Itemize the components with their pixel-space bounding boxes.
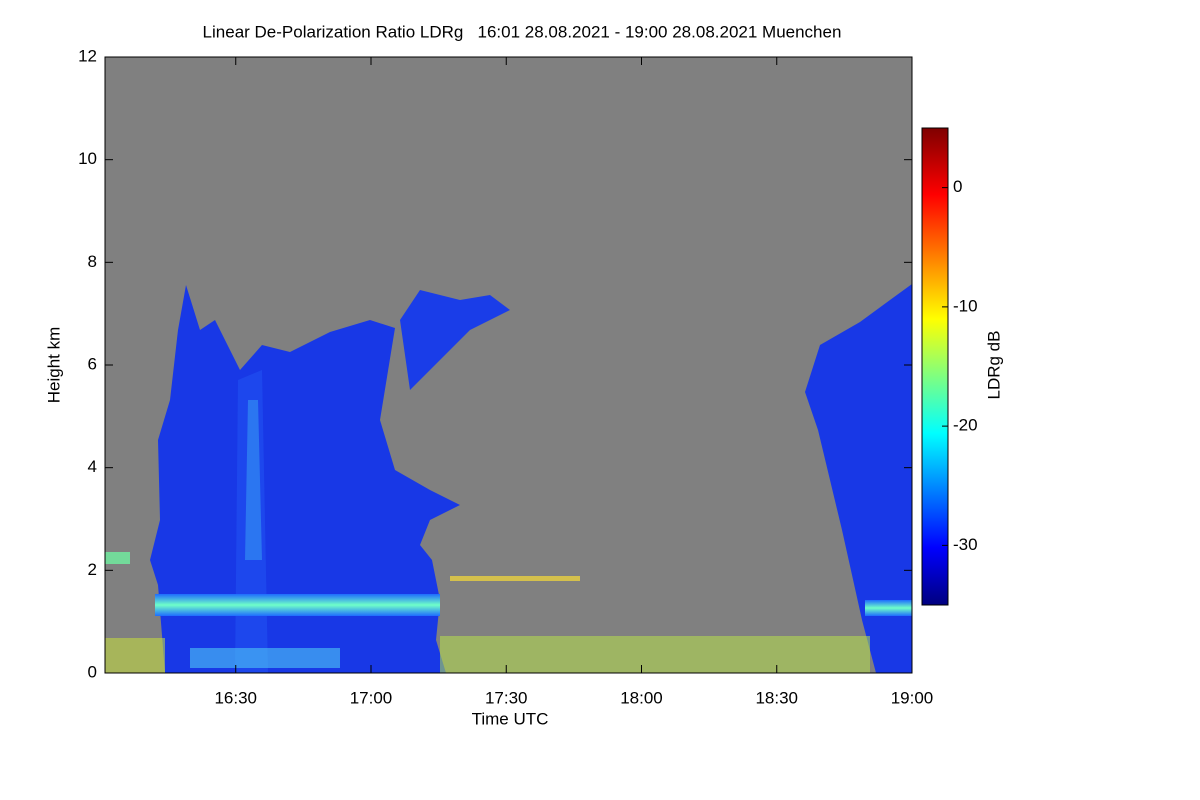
x-tick-label: 16:30 — [214, 688, 257, 707]
x-tick-label: 17:30 — [485, 688, 528, 707]
cloud-region — [150, 285, 460, 673]
colorbar-tick-label: -20 — [953, 416, 978, 435]
cloud-region — [400, 290, 510, 390]
heatmap — [105, 284, 912, 673]
x-tick-label: 19:00 — [891, 688, 934, 707]
x-tick-label: 18:00 — [620, 688, 663, 707]
x-tick-label: 18:30 — [755, 688, 798, 707]
y-tick-label: 6 — [88, 354, 97, 373]
cloud-layer — [190, 648, 340, 668]
cloud-region — [245, 400, 262, 560]
colorbar-tick-label: -10 — [953, 296, 978, 315]
y-tick-label: 12 — [78, 46, 97, 65]
cloud-region — [805, 284, 912, 673]
colorbar-tick-label: -30 — [953, 535, 978, 554]
colorbar — [921, 127, 949, 606]
x-tick-label: 17:00 — [350, 688, 393, 707]
y-tick-label: 8 — [88, 252, 97, 271]
chart-title: Linear De-Polarization Ratio LDRg 16:01 … — [203, 22, 842, 41]
y-tick-label: 10 — [78, 149, 97, 168]
y-tick-label: 4 — [88, 457, 97, 476]
cloud-layer — [155, 594, 440, 616]
y-axis-label: Height km — [44, 327, 63, 404]
x-axis-label: Time UTC — [472, 709, 549, 728]
noise-region — [105, 552, 130, 564]
colorbar-tick-label: 0 — [953, 177, 962, 196]
y-tick-label: 2 — [88, 560, 97, 579]
noise-region — [440, 636, 870, 673]
noise-region — [105, 638, 165, 673]
colorbar-label: LDRg dB — [984, 331, 1003, 400]
cloud-layer — [865, 600, 912, 616]
noise-region — [450, 576, 580, 581]
y-tick-label: 0 — [88, 662, 97, 681]
